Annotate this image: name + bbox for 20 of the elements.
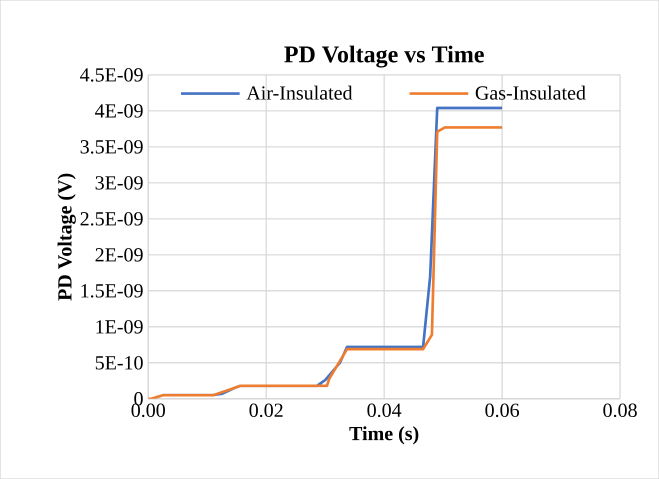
legend-label: Air-Insulated bbox=[246, 86, 352, 100]
x-tick-label: 0.02 bbox=[249, 404, 283, 418]
y-tick-label: 4.5E-09 bbox=[80, 68, 143, 82]
legend-label: Gas-Insulated bbox=[476, 86, 586, 100]
y-tick-label: 3.5E-09 bbox=[80, 140, 143, 154]
y-axis-title: PD Voltage (V) bbox=[58, 174, 76, 301]
y-tick-label: 5E-10 bbox=[96, 356, 143, 370]
y-tick-label: 3E-09 bbox=[96, 176, 143, 190]
x-axis-title: Time (s) bbox=[349, 426, 418, 444]
y-tick-label: 1.5E-09 bbox=[81, 284, 143, 298]
y-tick-label: 2.5E-09 bbox=[80, 212, 143, 226]
x-tick-label: 0.08 bbox=[603, 404, 637, 418]
y-tick-label: 0 bbox=[134, 392, 143, 406]
y-tick-label: 2E-09 bbox=[96, 248, 143, 262]
x-tick-label: 0.04 bbox=[367, 404, 402, 418]
y-tick-label: 1E-09 bbox=[96, 320, 143, 334]
y-tick-label: 4E-09 bbox=[95, 104, 143, 118]
x-tick-label: 0.06 bbox=[485, 404, 520, 418]
chart-title: PD Voltage vs Time bbox=[284, 46, 484, 68]
x-tick-label: 0.00 bbox=[131, 404, 165, 418]
